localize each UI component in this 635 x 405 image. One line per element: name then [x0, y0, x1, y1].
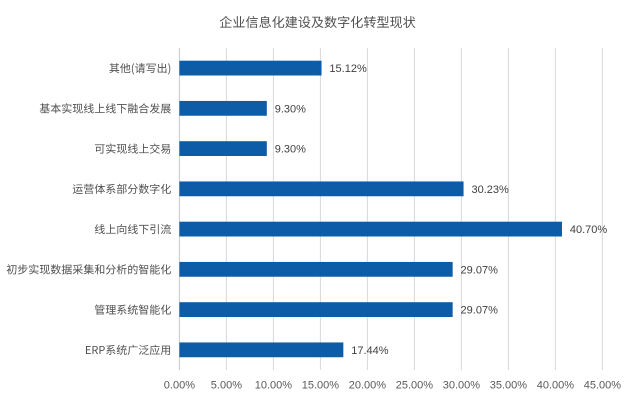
svg-text:30.23%: 30.23%	[471, 184, 509, 196]
svg-text:40.00%: 40.00%	[537, 380, 575, 392]
svg-text:5.00%: 5.00%	[211, 380, 242, 392]
svg-text:17.44%: 17.44%	[351, 345, 389, 357]
svg-text:0.00%: 0.00%	[164, 380, 195, 392]
svg-text:35.00%: 35.00%	[490, 380, 528, 392]
svg-text:45.00%: 45.00%	[584, 380, 622, 392]
svg-text:40.70%: 40.70%	[570, 224, 608, 236]
svg-text:29.07%: 29.07%	[461, 305, 499, 317]
svg-text:9.30%: 9.30%	[275, 144, 306, 156]
svg-text:20.00%: 20.00%	[349, 380, 387, 392]
svg-text:15.12%: 15.12%	[329, 63, 367, 75]
svg-text:9.30%: 9.30%	[275, 103, 306, 115]
svg-text:10.00%: 10.00%	[255, 380, 293, 392]
svg-text:15.00%: 15.00%	[302, 380, 340, 392]
svg-text:25.00%: 25.00%	[396, 380, 434, 392]
svg-text:29.07%: 29.07%	[461, 264, 499, 276]
svg-text:30.00%: 30.00%	[443, 380, 481, 392]
